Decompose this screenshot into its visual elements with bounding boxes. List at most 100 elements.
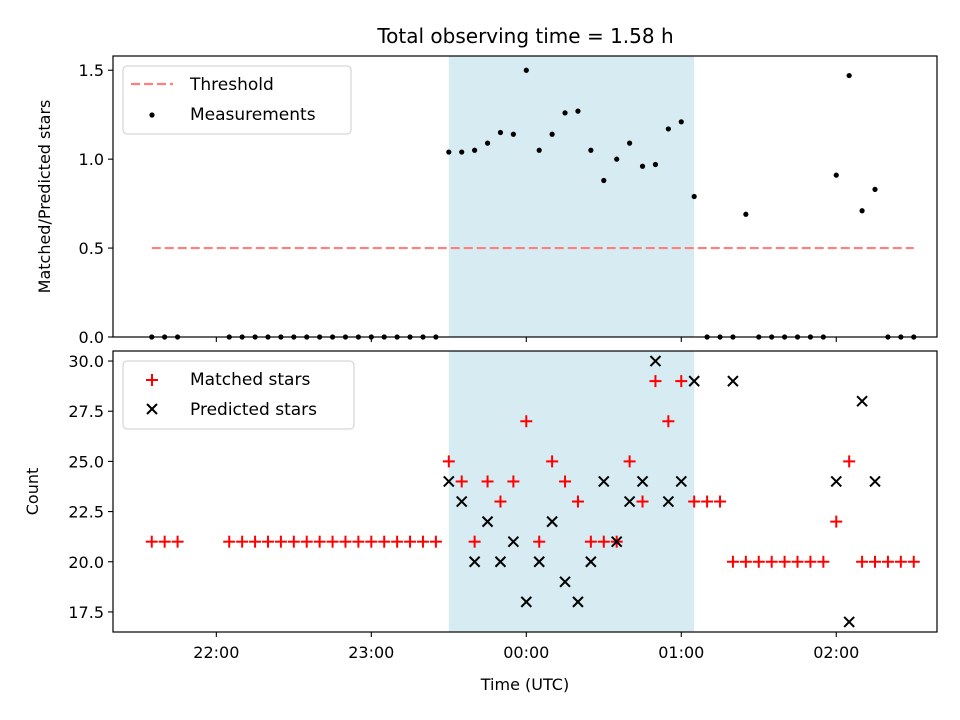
- measurement-point: [627, 140, 633, 146]
- matched-star-point: [520, 415, 533, 428]
- matched-star-point: [326, 535, 339, 548]
- measurement-point: [639, 163, 646, 169]
- matched-star-point: [881, 555, 894, 568]
- matched-star-point: [817, 555, 830, 568]
- x-tick-label: 02:00: [813, 643, 859, 662]
- matched-star-point: [701, 495, 714, 508]
- predicted-star-point: [662, 495, 675, 508]
- measurement-point: [510, 131, 516, 137]
- matched-star-point: [365, 535, 378, 548]
- matched-star-point: [559, 475, 572, 488]
- matched-star-point: [533, 535, 546, 548]
- matched-star-point: [158, 535, 171, 548]
- matched-star-point: [287, 535, 300, 548]
- matched-star-point: [571, 495, 584, 508]
- top-x-ticks: [215, 337, 837, 342]
- predicted-star-point: [869, 475, 881, 488]
- measurement-point: [743, 211, 749, 217]
- x-tick-label: 22:00: [193, 643, 239, 662]
- matched-star-point: [765, 555, 778, 568]
- bottom-y-tick-label: 22.5: [68, 503, 104, 522]
- matched-star-point: [404, 535, 417, 548]
- predicted-star-point: [688, 375, 700, 387]
- matched-star-point: [416, 535, 429, 548]
- bottom-y-axis-label: Count: [23, 468, 42, 516]
- matched-star-point: [300, 535, 313, 548]
- measurement-point: [549, 131, 555, 137]
- bottom-shaded-interval: [448, 351, 695, 632]
- top-y-tick-label: 0.5: [79, 239, 104, 258]
- predicted-star-point: [494, 556, 507, 568]
- matched-star-point: [261, 535, 274, 548]
- matched-star-point: [546, 455, 559, 468]
- top-legend: Threshold Measurements: [122, 65, 352, 135]
- matched-star-point: [391, 535, 404, 548]
- matched-star-point: [274, 535, 287, 548]
- bottom-y-ticks: 17.5 20.0 22.5 25.0 27.5 30.0: [68, 352, 113, 622]
- measurement-point: [614, 156, 620, 162]
- matched-star-point: [468, 535, 481, 548]
- predicted-star-point: [585, 556, 597, 568]
- matched-star-point: [714, 495, 727, 508]
- bottom-x-ticks: 22:00 23:00 00:00 01:00 02:00: [193, 632, 859, 662]
- matched-star-point: [507, 475, 520, 488]
- bottom-legend: Matched stars Predicted stars: [122, 360, 355, 430]
- matched-star-point: [649, 375, 662, 388]
- measurement-point: [678, 119, 684, 125]
- measurement-point: [575, 108, 581, 114]
- legend-measurements-label: Measurements: [190, 105, 316, 125]
- matched-star-point: [804, 555, 817, 568]
- count-points: [145, 355, 920, 628]
- matched-star-point: [636, 495, 649, 508]
- legend-threshold-label: Threshold: [189, 75, 274, 95]
- matched-star-point: [894, 555, 907, 568]
- legend-measurements-swatch: [149, 112, 155, 118]
- matched-star-point: [145, 535, 158, 548]
- chart-title: Total observing time = 1.58 h: [376, 24, 673, 48]
- matched-star-point: [856, 555, 869, 568]
- x-tick-label: 00:00: [503, 643, 549, 662]
- predicted-star-point: [598, 475, 610, 488]
- matched-star-point: [494, 495, 507, 508]
- matched-star-point: [739, 555, 752, 568]
- measurement-point: [859, 208, 865, 214]
- predicted-star-point: [520, 596, 532, 608]
- matched-star-point: [223, 535, 236, 548]
- matched-star-point: [778, 555, 791, 568]
- measurement-point: [588, 147, 594, 153]
- matched-star-point: [791, 555, 804, 568]
- predicted-star-point: [572, 596, 584, 608]
- matched-star-point: [623, 455, 636, 468]
- top-y-tick-label: 1.5: [79, 61, 104, 80]
- matched-star-point: [584, 535, 597, 548]
- measurement-point: [691, 193, 697, 200]
- matched-star-point: [597, 535, 610, 548]
- measurement-point: [446, 149, 452, 155]
- predicted-star-point: [727, 375, 739, 387]
- matched-star-point: [378, 535, 391, 548]
- measurement-point: [536, 147, 542, 153]
- matched-star-point: [869, 555, 882, 568]
- top-y-ticks: 0.0 0.5 1.0 1.5: [79, 61, 113, 347]
- top-legend-frame: [122, 65, 352, 135]
- measurement-point: [833, 172, 839, 178]
- x-tick-label: 23:00: [348, 643, 394, 662]
- bottom-axes: 17.5 20.0 22.5 25.0 27.5 30.0 22:00 23:00 00:00…: [23, 350, 938, 694]
- predicted-star-point: [649, 355, 662, 367]
- bottom-legend-frame: [122, 360, 355, 430]
- predicted-star-point: [481, 515, 494, 528]
- matched-star-point: [313, 535, 326, 548]
- predicted-star-point: [856, 395, 868, 407]
- predicted-star-point: [456, 495, 468, 508]
- bottom-y-tick-label: 25.0: [68, 452, 104, 471]
- matched-star-point: [481, 475, 494, 488]
- predicted-star-point: [533, 556, 545, 568]
- matched-star-point: [662, 415, 675, 428]
- measurement-point: [484, 140, 491, 146]
- predicted-star-point: [507, 535, 520, 548]
- measurements-points: [149, 67, 917, 340]
- predicted-star-point: [468, 556, 481, 568]
- matched-star-point: [688, 495, 701, 508]
- predicted-star-point: [443, 475, 455, 488]
